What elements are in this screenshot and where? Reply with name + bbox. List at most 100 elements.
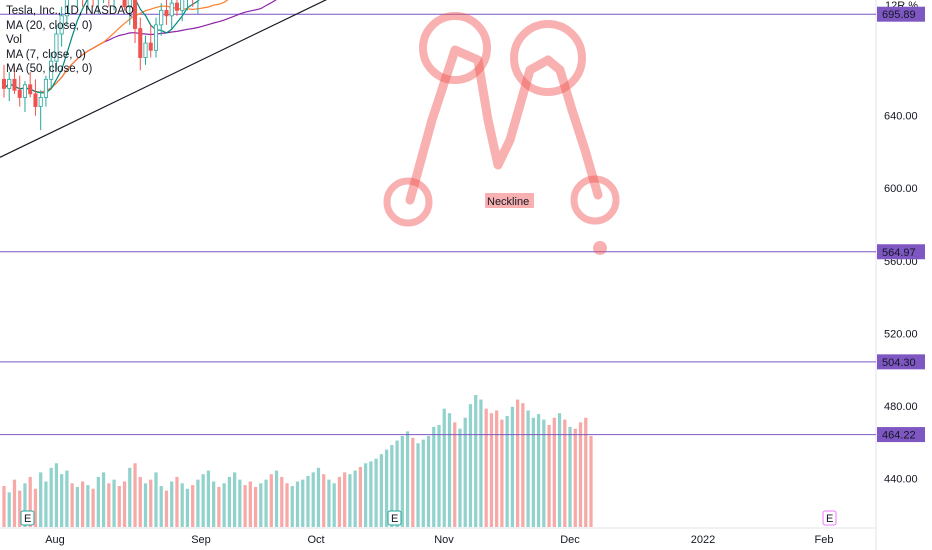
volume-bar <box>416 443 420 527</box>
volume-bar <box>96 476 100 527</box>
volume-bar <box>348 474 352 527</box>
volume-bar <box>411 437 415 527</box>
volume-bar <box>500 419 504 527</box>
earnings-marker <box>387 510 402 526</box>
volume-bar <box>468 404 473 527</box>
volume-bar <box>65 470 69 527</box>
legend-ma20[interactable]: MA (20, close, 0) <box>6 19 93 32</box>
volume-bar <box>285 483 289 527</box>
x-tick-label: Sep <box>191 534 211 546</box>
volume-bar <box>91 488 95 527</box>
volume-bar <box>358 466 363 527</box>
volume-bar <box>170 481 174 527</box>
earnings-marker-label: E <box>826 513 833 525</box>
volume-bar <box>191 485 195 527</box>
volume-bar <box>159 486 163 527</box>
volume-bar <box>369 461 373 527</box>
volume-bar <box>526 410 530 527</box>
volume-bar <box>143 483 148 527</box>
volume-bar <box>364 463 368 527</box>
volume-bar <box>589 435 593 527</box>
volume-bar <box>206 470 211 527</box>
volume-bar <box>578 422 583 527</box>
volume-bar <box>337 476 342 527</box>
head-circle <box>419 12 491 84</box>
volume-bar <box>49 467 53 527</box>
volume-bar <box>442 408 446 527</box>
volume-bar <box>274 470 279 527</box>
legend-ma7[interactable]: MA (7, close, 0) <box>6 48 86 61</box>
volume-bar <box>201 474 205 527</box>
x-tick-label: Oct <box>307 534 324 546</box>
volume-bar <box>374 458 378 527</box>
volume-bar <box>395 440 399 527</box>
volume-bar <box>217 486 221 527</box>
volume-bar <box>180 483 184 527</box>
volume-bar <box>322 474 326 527</box>
volume-bar <box>128 467 132 527</box>
pattern-stroke <box>405 45 603 205</box>
volume-bar <box>54 463 59 527</box>
x-tick-label: Feb <box>815 534 834 546</box>
candle-body <box>7 78 12 89</box>
volume-bar <box>264 479 268 527</box>
volume-bar <box>458 428 462 527</box>
volume-bar <box>306 476 310 527</box>
volume-bar <box>248 481 252 527</box>
price-tag-box <box>877 354 925 370</box>
volume-bar <box>117 486 121 527</box>
legend-symbol[interactable]: Tesla, Inc., 1D, NASDAQ <box>6 5 134 17</box>
candle-body <box>33 93 38 107</box>
candle-body <box>43 78 48 98</box>
candle-body <box>28 84 33 95</box>
volume-bar <box>44 481 48 527</box>
volume-bar <box>122 481 127 527</box>
candle-body <box>22 84 27 98</box>
volume-bar <box>138 476 142 527</box>
volume-bar <box>390 445 394 527</box>
candle-body <box>54 33 59 62</box>
legend-ma50[interactable]: MA (50, close, 0) <box>6 63 93 75</box>
x-tick-label: Nov <box>434 534 454 546</box>
neckline-label: Neckline <box>487 196 529 208</box>
x-tick-label: Aug <box>45 534 65 546</box>
volume-bar <box>453 422 457 527</box>
target-dot <box>593 241 607 255</box>
volume-bar <box>175 476 179 527</box>
support-trendline <box>0 0 328 158</box>
volume-bar <box>489 413 494 527</box>
x-tick-label: 2022 <box>691 534 715 546</box>
volume-bar <box>584 417 588 527</box>
volume-bar <box>552 417 556 527</box>
candle-body <box>12 78 17 91</box>
candle-body <box>17 89 22 98</box>
volume-bar <box>154 472 158 527</box>
volume-bar <box>227 476 231 527</box>
chart-legend: Tesla, Inc., 1D, NASDAQ MA (20, close, 0… <box>6 4 134 77</box>
candle-body <box>174 2 179 11</box>
volume-bar <box>86 485 90 527</box>
x-tick-label: Dec <box>560 534 580 546</box>
volume-bar <box>568 426 572 527</box>
y-tick-label: 520.00 <box>884 328 918 340</box>
volume-bar <box>280 476 284 527</box>
volume-bar <box>474 395 478 527</box>
volume-bar <box>33 488 38 527</box>
volume-bar <box>295 481 300 527</box>
volume-bar <box>353 470 357 527</box>
candle-body <box>49 60 54 80</box>
volume-bar <box>23 483 27 527</box>
earnings-marker <box>20 510 35 526</box>
volume-bar <box>196 479 200 527</box>
volume-bar <box>164 490 169 527</box>
volume-bar <box>232 472 237 527</box>
legend-vol[interactable]: Vol <box>6 34 22 46</box>
volume-bar <box>101 472 106 527</box>
volume-bar <box>238 479 242 527</box>
volume-bar <box>39 472 43 527</box>
candle-body <box>122 0 127 8</box>
candle-body <box>159 9 164 26</box>
candle-body <box>138 28 143 58</box>
price-tag-label: 564.97 <box>882 247 916 259</box>
